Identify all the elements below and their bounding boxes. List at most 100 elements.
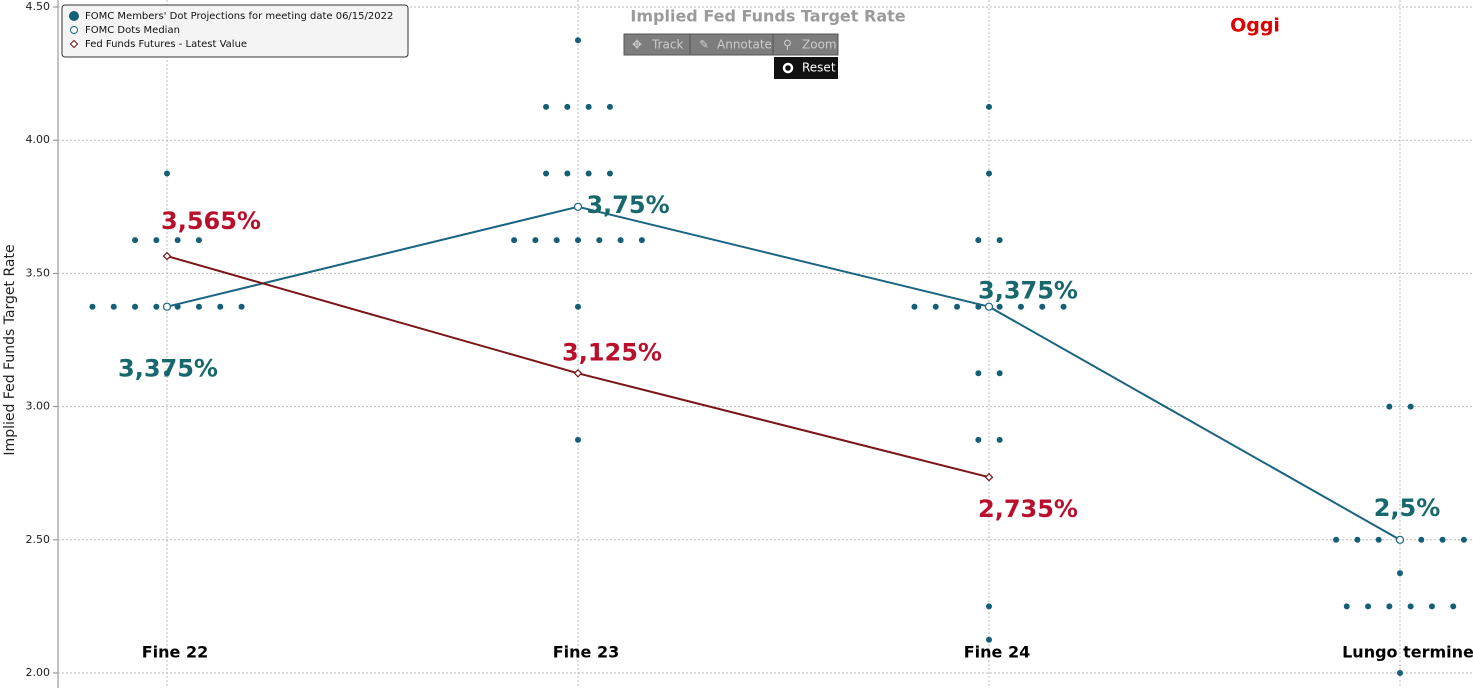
marks bbox=[89, 37, 1467, 676]
median-marker bbox=[984, 302, 994, 311]
dot bbox=[1407, 603, 1414, 610]
dot bbox=[1450, 603, 1457, 610]
dot bbox=[911, 303, 918, 310]
dot bbox=[89, 303, 96, 310]
y-tick-label: 2.00 bbox=[26, 666, 51, 679]
toolbar: Track ✥ Annotate ✎ Zoom ⚲ Reset bbox=[623, 33, 839, 79]
toolbar-bg bbox=[623, 33, 839, 56]
dot bbox=[511, 237, 518, 244]
legend-marker bbox=[69, 39, 79, 49]
y-tick-label: 3.50 bbox=[26, 266, 51, 279]
reset-bg[interactable] bbox=[774, 57, 838, 79]
reset-button[interactable]: Reset bbox=[774, 57, 838, 79]
dot bbox=[1407, 403, 1414, 410]
dot bbox=[1386, 603, 1393, 610]
dot bbox=[975, 436, 982, 443]
dot bbox=[1017, 303, 1024, 310]
dot bbox=[132, 303, 139, 310]
dot bbox=[153, 303, 160, 310]
dot bbox=[996, 237, 1003, 244]
dot bbox=[1343, 603, 1350, 610]
line bbox=[166, 205, 1401, 541]
dot bbox=[996, 303, 1003, 310]
dot bbox=[1460, 536, 1467, 543]
dot bbox=[532, 237, 539, 244]
grid bbox=[58, 0, 1473, 688]
button-label[interactable]: Zoom bbox=[802, 38, 837, 52]
zoom-button[interactable]: Zoom ⚲ bbox=[783, 38, 837, 52]
x-tick-label: Lungo termine bbox=[1342, 643, 1473, 662]
button-label[interactable]: Reset bbox=[802, 61, 836, 75]
dot bbox=[1428, 603, 1435, 610]
dot bbox=[954, 303, 961, 310]
dot bbox=[996, 436, 1003, 443]
legend: FOMC Members' Dot Projections for meetin… bbox=[61, 4, 409, 58]
data-label: 3,375% bbox=[118, 355, 218, 383]
dot bbox=[575, 37, 581, 44]
dot bbox=[1418, 536, 1425, 543]
dot bbox=[975, 237, 982, 244]
icon: ✎ bbox=[699, 38, 709, 52]
annotation: Oggi bbox=[1230, 15, 1280, 37]
dot bbox=[564, 170, 571, 177]
data-label: 3,75% bbox=[586, 191, 669, 219]
dot bbox=[153, 237, 160, 244]
dot bbox=[606, 103, 613, 110]
data-label: 3,375% bbox=[978, 277, 1078, 305]
button-label[interactable]: Annotate bbox=[717, 38, 772, 52]
dot bbox=[110, 303, 117, 310]
annotate-button[interactable]: Annotate ✎ bbox=[699, 38, 772, 52]
dot bbox=[1365, 603, 1372, 610]
dot bbox=[585, 103, 592, 110]
legend-label: FOMC Members' Dot Projections for meetin… bbox=[85, 11, 393, 22]
dot bbox=[1386, 403, 1393, 410]
dot bbox=[996, 370, 1003, 377]
dot bbox=[1333, 536, 1340, 543]
y-tick-label: 2.50 bbox=[26, 533, 51, 546]
x-tick-label: Fine 24 bbox=[964, 643, 1031, 662]
y-axis-label: Implied Fed Funds Target Rate bbox=[2, 244, 18, 455]
median-marker bbox=[1395, 535, 1405, 544]
button-label[interactable]: Track bbox=[651, 38, 683, 52]
data-label: 3,125% bbox=[562, 338, 662, 366]
dot bbox=[164, 170, 170, 177]
dot bbox=[596, 237, 603, 244]
chart-title: Implied Fed Funds Target Rate bbox=[630, 7, 905, 26]
data-label: 2,735% bbox=[978, 495, 1078, 523]
dot bbox=[564, 103, 571, 110]
dot bbox=[1397, 670, 1403, 676]
data-label: 3,565% bbox=[161, 207, 261, 235]
dot bbox=[638, 237, 645, 244]
track-button[interactable]: Track ✥ bbox=[632, 38, 683, 52]
icon: ✥ bbox=[632, 38, 642, 52]
dot bbox=[575, 303, 581, 310]
median-marker bbox=[162, 302, 172, 311]
median-marker bbox=[573, 202, 583, 211]
dot bbox=[1439, 536, 1446, 543]
icon bbox=[782, 62, 794, 74]
dot bbox=[132, 237, 139, 244]
dot bbox=[986, 103, 992, 110]
dot bbox=[975, 370, 982, 377]
dot bbox=[575, 237, 581, 244]
dot bbox=[1375, 536, 1382, 543]
legend-marker bbox=[70, 26, 78, 34]
x-tick-label: Fine 23 bbox=[553, 643, 620, 662]
dot bbox=[174, 237, 181, 244]
dot bbox=[195, 237, 202, 244]
x-tick-label: Fine 22 bbox=[142, 643, 209, 662]
y-tick-label: 4.50 bbox=[26, 0, 51, 13]
y-tick-label: 3.00 bbox=[26, 400, 51, 413]
dot bbox=[164, 370, 170, 377]
dot bbox=[575, 436, 581, 443]
dot bbox=[986, 603, 992, 610]
dot bbox=[606, 170, 613, 177]
dot bbox=[1354, 536, 1361, 543]
dot bbox=[585, 170, 592, 177]
icon: ⚲ bbox=[783, 38, 792, 52]
dot bbox=[986, 170, 992, 177]
dot bbox=[1397, 570, 1403, 577]
legend-marker bbox=[69, 11, 79, 21]
dot bbox=[543, 103, 550, 110]
